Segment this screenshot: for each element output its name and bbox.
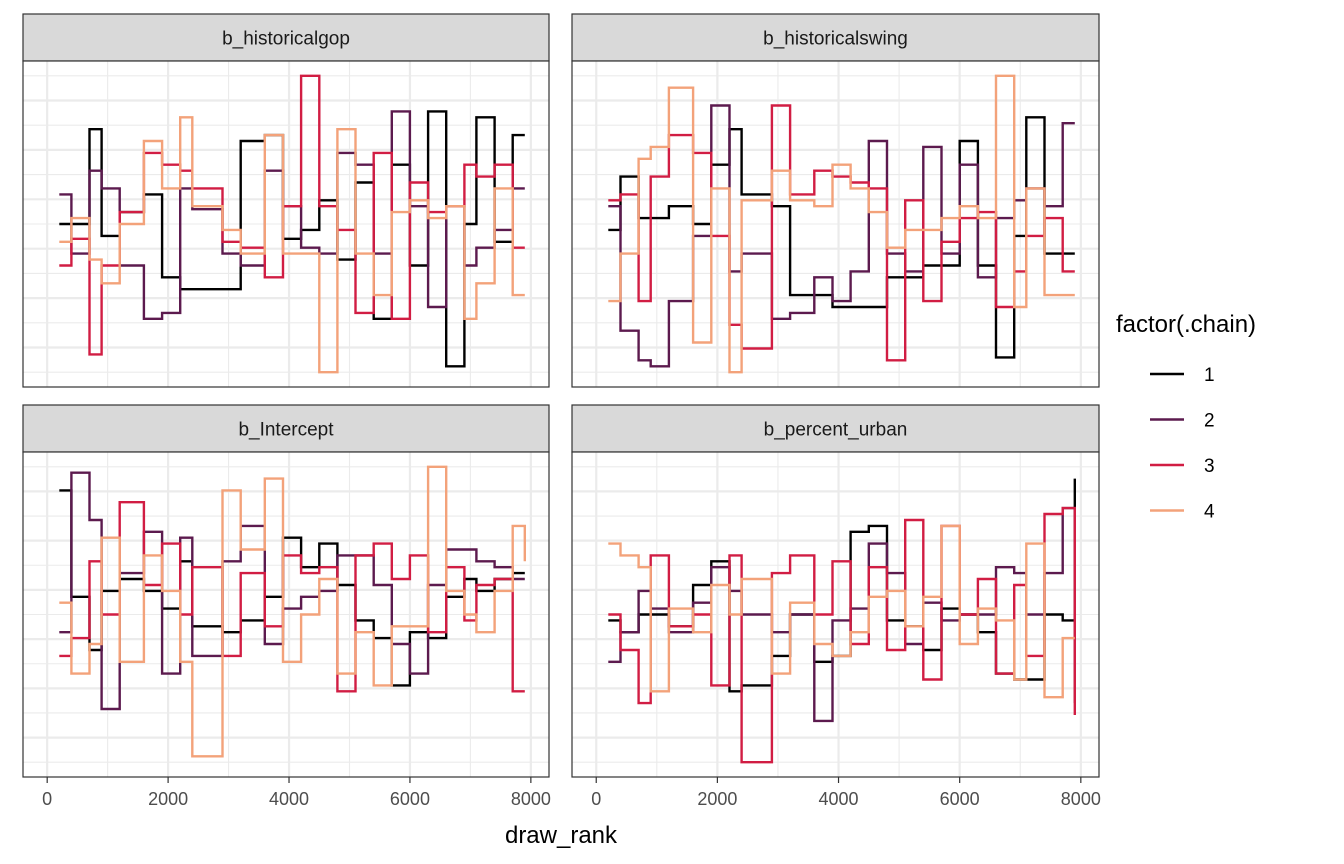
facet-strip: [22, 13, 550, 62]
panel-border: [571, 451, 1100, 778]
x-tick-label: 0: [42, 789, 52, 809]
panel-border: [571, 60, 1100, 388]
x-tick-label: 6000: [390, 789, 430, 809]
series-line-chain-4: [608, 524, 1075, 699]
panel-border: [22, 60, 550, 388]
series-line-chain-4: [59, 465, 526, 758]
series-line-chain-1: [59, 489, 525, 687]
x-tick-label: 4000: [819, 789, 859, 809]
facet-strip-label: b_historicalswing: [763, 29, 908, 50]
series-line-chain-4: [608, 74, 1075, 374]
series-line-chain-1: [608, 116, 1075, 359]
panel-border: [22, 451, 550, 778]
facet-strip: [22, 404, 550, 453]
x-tick-label: 6000: [940, 789, 980, 809]
facet-strip: [571, 13, 1100, 62]
facet-panels: b_historicalgop b_historicalswing b_Interc…: [22, 13, 1101, 809]
x-axis-title: draw_rank: [505, 822, 618, 849]
series-line-chain-3: [59, 501, 525, 693]
facet-strip-label: b_Intercept: [238, 420, 334, 441]
legend-label: 3: [1204, 456, 1215, 477]
legend-item: 2: [1150, 411, 1215, 432]
x-tick-label: 8000: [511, 789, 551, 809]
x-tick-label: 2000: [148, 789, 188, 809]
facet-panel: b_percent_urban 0 2000 4000 6000 8000: [571, 404, 1101, 809]
facet-strip: [571, 404, 1100, 453]
x-tick-label: 0: [591, 789, 601, 809]
facet-panel: b_historicalgop: [22, 13, 550, 388]
legend-item: 1: [1150, 365, 1215, 386]
legend: factor(.chain) 1 2 3 4: [1116, 311, 1256, 523]
legend-item: 3: [1150, 456, 1215, 477]
legend-label: 1: [1204, 365, 1215, 386]
legend-label: 2: [1204, 411, 1215, 432]
facet-strip-label: b_historicalgop: [222, 29, 350, 50]
x-tick-label: 2000: [697, 789, 737, 809]
facet-panel: b_historicalswing: [571, 13, 1100, 388]
x-tick-label: 8000: [1061, 789, 1101, 809]
facet-panel: b_Intercept 0 2000 4000 6000 8000: [22, 404, 551, 809]
legend-item: 4: [1150, 502, 1215, 523]
series-line-chain-4: [59, 116, 525, 374]
legend-title: factor(.chain): [1116, 311, 1256, 338]
series-line-chain-2: [608, 104, 1075, 368]
facet-strip-label: b_percent_urban: [764, 420, 908, 441]
x-tick-label: 4000: [269, 789, 309, 809]
legend-label: 4: [1204, 502, 1215, 523]
